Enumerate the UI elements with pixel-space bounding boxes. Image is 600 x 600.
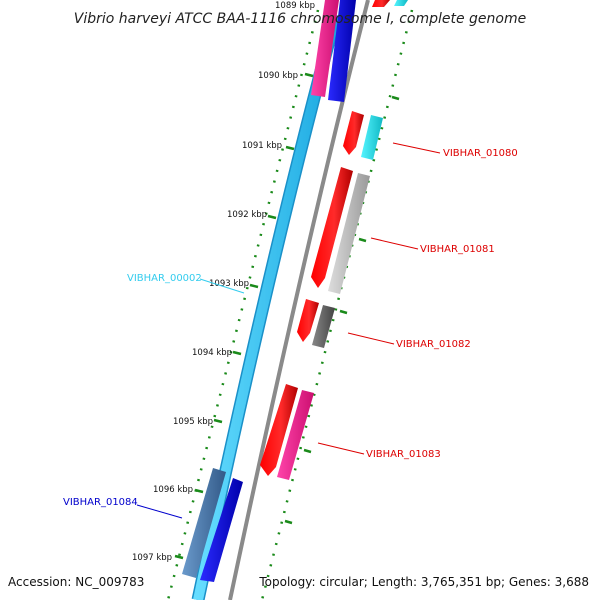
- topology-text: Topology: circular; Length: 3,765,351 bp…: [258, 575, 589, 589]
- red-cds-01080: [343, 111, 364, 155]
- cyan-cds-top: [394, 0, 408, 6]
- leader-lines: [136, 142, 441, 519]
- accession-text: Accession: NC_009783: [8, 575, 144, 589]
- red-cds-01081: [311, 167, 353, 288]
- gene-label-vibhar-01083[interactable]: VIBHAR_01083: [366, 449, 441, 460]
- map-title: Vibrio harveyi ATCC BAA-1116 chromosome …: [74, 11, 526, 27]
- tick-label-1091: 1091 kbp: [242, 141, 282, 151]
- tick-label-1089: 1089 kbp: [275, 1, 315, 11]
- magenta-cds-01083: [277, 390, 314, 480]
- magenta-cds-top: [311, 0, 339, 97]
- gene-label-vibhar-01081[interactable]: VIBHAR_01081: [420, 244, 495, 255]
- darkgray-cds-01082: [312, 305, 335, 348]
- inner-dotted-ring: [166, 9, 320, 600]
- red-cds-01082: [297, 299, 319, 342]
- outer-dotted-ring: [260, 9, 414, 600]
- cyan-cds-01080: [361, 115, 383, 160]
- blue-feature-bottom: [200, 478, 243, 582]
- tick-label-1095: 1095 kbp: [173, 417, 213, 427]
- blue-feature-top: [328, 0, 356, 102]
- scale-ticks: [174, 72, 400, 560]
- gray-cds-01081: [328, 173, 370, 294]
- gene-labels: VIBHAR_01080 VIBHAR_01081 VIBHAR_00002 V…: [63, 148, 518, 508]
- tick-label-1097: 1097 kbp: [132, 553, 172, 563]
- gene-label-vibhar-01084[interactable]: VIBHAR_01084: [63, 497, 138, 508]
- tick-label-1096: 1096 kbp: [153, 485, 193, 495]
- tick-label-1094: 1094 kbp: [192, 348, 232, 358]
- tick-label-1090: 1090 kbp: [258, 71, 298, 81]
- steel-cds-bottom: [182, 468, 226, 578]
- tick-label-1092: 1092 kbp: [227, 210, 267, 220]
- gene-label-vibhar-00002[interactable]: VIBHAR_00002: [127, 273, 202, 284]
- red-cds-01083: [260, 384, 298, 476]
- gene-label-vibhar-01080[interactable]: VIBHAR_01080: [443, 148, 518, 159]
- tick-label-1093: 1093 kbp: [209, 279, 249, 289]
- tick-labels: 1089 kbp 1090 kbp 1091 kbp 1092 kbp 1093…: [132, 1, 315, 563]
- red-cds-top: [372, 0, 390, 7]
- backbone-track: [228, 0, 370, 600]
- gene-label-vibhar-01082[interactable]: VIBHAR_01082: [396, 339, 471, 350]
